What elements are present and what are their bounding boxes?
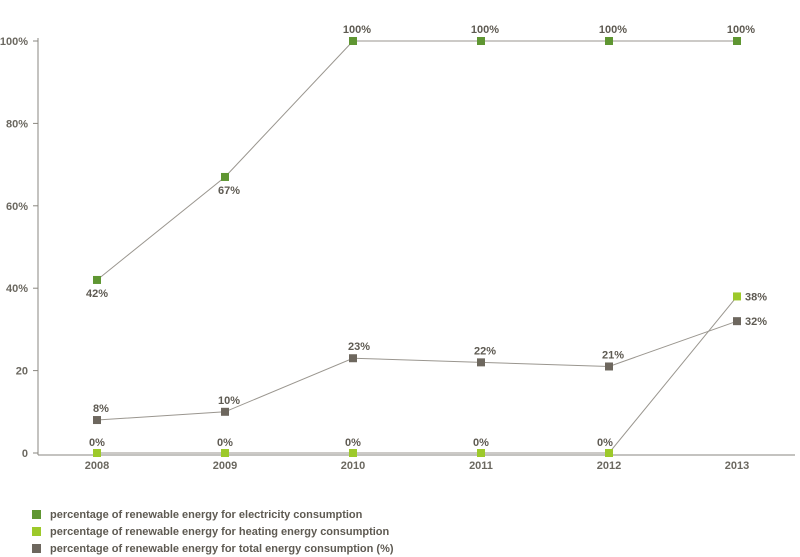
legend-item-electricity: percentage of renewable energy for elect…	[32, 506, 394, 523]
data-point	[605, 449, 613, 457]
legend-label-heating: percentage of renewable energy for heati…	[50, 525, 390, 538]
series-1: 0% 0% 0% 0% 0% 38%	[89, 291, 767, 457]
data-point	[221, 407, 229, 416]
data-point	[349, 449, 357, 457]
data-point	[477, 449, 485, 457]
legend-swatch-heating	[32, 527, 41, 536]
data-point	[93, 275, 101, 284]
series-2: 8% 10% 23% 22% 21% 32%	[93, 316, 767, 425]
x-tick-label: 2013	[725, 460, 749, 472]
y-tick-label: 0	[22, 448, 28, 460]
legend-swatch-electricity	[32, 510, 41, 519]
x-tick-label: 2009	[213, 460, 237, 472]
legend-item-total: percentage of renewable energy for total…	[32, 540, 394, 557]
y-tick-label: 60%	[6, 201, 28, 213]
data-point	[477, 358, 485, 367]
data-label: 38%	[745, 291, 767, 303]
x-tick-label: 2010	[341, 460, 365, 472]
data-label: 10%	[218, 395, 240, 407]
legend-item-heating: percentage of renewable energy for heati…	[32, 523, 394, 540]
x-tick-label: 2011	[469, 460, 493, 472]
data-point	[221, 172, 229, 181]
series-line	[96, 40, 737, 281]
data-label: 100%	[599, 24, 627, 36]
data-point	[221, 449, 229, 457]
y-tick-label: 100%	[0, 36, 28, 48]
data-point	[733, 292, 741, 301]
data-label: 22%	[474, 345, 496, 357]
data-label: 100%	[343, 24, 371, 36]
data-point	[93, 416, 101, 425]
data-point	[733, 37, 741, 45]
data-point	[605, 37, 613, 45]
data-label: 0%	[473, 437, 489, 449]
data-label: 100%	[727, 24, 755, 36]
y-tick-label: 20	[16, 366, 28, 378]
series-line	[97, 296, 738, 454]
data-point	[733, 317, 741, 326]
data-point	[477, 37, 485, 45]
series-line	[96, 320, 738, 421]
data-label: 21%	[602, 349, 624, 361]
data-label: 0%	[345, 437, 361, 449]
data-label: 42%	[86, 288, 108, 300]
series-layer: 8% 10% 23% 22% 21% 32% 0% 0% 0% 0% 0% 38% 42% 67% 100%…	[86, 24, 767, 457]
legend-swatch-total	[32, 544, 41, 553]
legend-label-electricity: percentage of renewable energy for elect…	[50, 508, 363, 521]
data-point	[93, 449, 101, 457]
data-label: 0%	[89, 437, 105, 449]
data-label: 0%	[597, 437, 613, 449]
data-label: 0%	[217, 437, 233, 449]
data-label: 8%	[93, 403, 109, 415]
y-axis-ticks: 0 20 40% 60% 80% 100%	[0, 36, 38, 460]
data-point	[349, 37, 357, 45]
data-label: 23%	[348, 341, 370, 353]
data-label: 32%	[745, 316, 767, 328]
legend: percentage of renewable energy for elect…	[32, 506, 394, 557]
line-chart: 0 20 40% 60% 80% 100% 2008 2009 2010 2011 2012 201…	[0, 24, 795, 472]
data-point	[349, 354, 357, 363]
y-tick-label: 40%	[6, 283, 28, 295]
legend-label-total: percentage of renewable energy for total…	[50, 542, 394, 555]
series-0: 42% 67% 100% 100% 100% 100%	[86, 24, 755, 300]
data-label: 67%	[218, 185, 240, 197]
data-point	[605, 362, 613, 371]
x-tick-label: 2008	[85, 460, 109, 472]
y-tick-label: 80%	[6, 118, 28, 130]
data-label: 100%	[471, 24, 499, 36]
x-tick-label: 2012	[597, 460, 621, 472]
x-axis-ticks: 2008 2009 2010 2011 2012 2013	[85, 460, 749, 472]
